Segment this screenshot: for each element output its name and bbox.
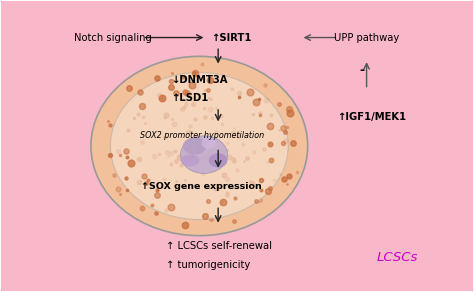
Text: SOX2 promoter hypometilation: SOX2 promoter hypometilation bbox=[139, 131, 264, 140]
Text: -: - bbox=[359, 64, 365, 77]
Text: ↑ tumorigenicity: ↑ tumorigenicity bbox=[166, 260, 251, 270]
Text: ↑SIRT1: ↑SIRT1 bbox=[211, 32, 252, 43]
Ellipse shape bbox=[201, 137, 216, 149]
Text: ↑SOX gene expression: ↑SOX gene expression bbox=[141, 182, 262, 191]
Ellipse shape bbox=[209, 153, 228, 168]
Ellipse shape bbox=[110, 72, 288, 220]
Ellipse shape bbox=[183, 137, 206, 155]
Text: ↑IGF1/MEK1: ↑IGF1/MEK1 bbox=[337, 112, 406, 122]
Text: ↑LSD1: ↑LSD1 bbox=[171, 93, 209, 103]
Ellipse shape bbox=[181, 155, 199, 166]
Text: LCSCs: LCSCs bbox=[376, 251, 418, 264]
Ellipse shape bbox=[91, 56, 308, 236]
Ellipse shape bbox=[181, 136, 228, 173]
Text: UPP pathway: UPP pathway bbox=[334, 32, 399, 43]
Text: Notch signaling: Notch signaling bbox=[74, 32, 152, 43]
Text: ↑ LCSCs self-renewal: ↑ LCSCs self-renewal bbox=[166, 241, 273, 251]
Text: ↓DNMT3A: ↓DNMT3A bbox=[171, 74, 228, 84]
